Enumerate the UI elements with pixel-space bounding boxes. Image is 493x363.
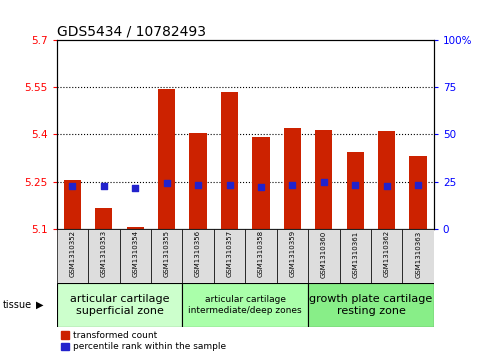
Bar [182,229,214,283]
Bar [127,227,144,229]
Bar [252,138,270,229]
Bar [119,229,151,283]
Bar [402,229,434,283]
Point [194,182,202,188]
Text: GSM1310361: GSM1310361 [352,230,358,278]
Point [100,183,108,189]
Text: GSM1310363: GSM1310363 [415,230,421,278]
Text: GSM1310352: GSM1310352 [70,230,75,277]
Point [257,184,265,190]
Bar [378,131,395,229]
Text: growth plate cartilage
resting zone: growth plate cartilage resting zone [310,294,433,316]
Text: articular cartilage
superficial zone: articular cartilage superficial zone [70,294,169,316]
Text: GSM1310359: GSM1310359 [289,230,295,277]
Legend: transformed count, percentile rank within the sample: transformed count, percentile rank withi… [61,331,226,351]
Text: GSM1310355: GSM1310355 [164,230,170,277]
Point [69,183,76,189]
Bar [371,229,402,283]
Bar [340,229,371,283]
Bar [64,180,81,229]
Bar [189,133,207,229]
Text: GDS5434 / 10782493: GDS5434 / 10782493 [57,25,206,39]
Point [131,185,139,191]
Bar [151,229,182,283]
Point [226,182,234,188]
Text: articular cartilage
intermediate/deep zones: articular cartilage intermediate/deep zo… [188,295,302,315]
Bar [57,283,182,327]
Bar [308,229,340,283]
Text: GSM1310358: GSM1310358 [258,230,264,277]
Bar [182,283,308,327]
Text: GSM1310353: GSM1310353 [101,230,107,277]
Bar [95,208,112,229]
Text: GSM1310357: GSM1310357 [227,230,233,277]
Bar [277,229,308,283]
Point [414,182,422,188]
Text: GSM1310354: GSM1310354 [132,230,138,277]
Point [163,180,171,186]
Point [352,182,359,188]
Bar [158,89,176,229]
Text: ▶: ▶ [35,300,43,310]
Point [383,183,390,188]
Bar [221,92,238,229]
Bar [57,229,88,283]
Bar [347,152,364,229]
Text: GSM1310362: GSM1310362 [384,230,389,277]
Bar [214,229,246,283]
Text: tissue: tissue [2,300,32,310]
Bar [284,128,301,229]
Point [288,182,296,188]
Bar [245,229,277,283]
Point [320,179,328,185]
Bar [308,283,434,327]
Text: GSM1310360: GSM1310360 [321,230,327,278]
Bar [315,130,332,229]
Bar [410,156,427,229]
Text: GSM1310356: GSM1310356 [195,230,201,277]
Bar [88,229,119,283]
